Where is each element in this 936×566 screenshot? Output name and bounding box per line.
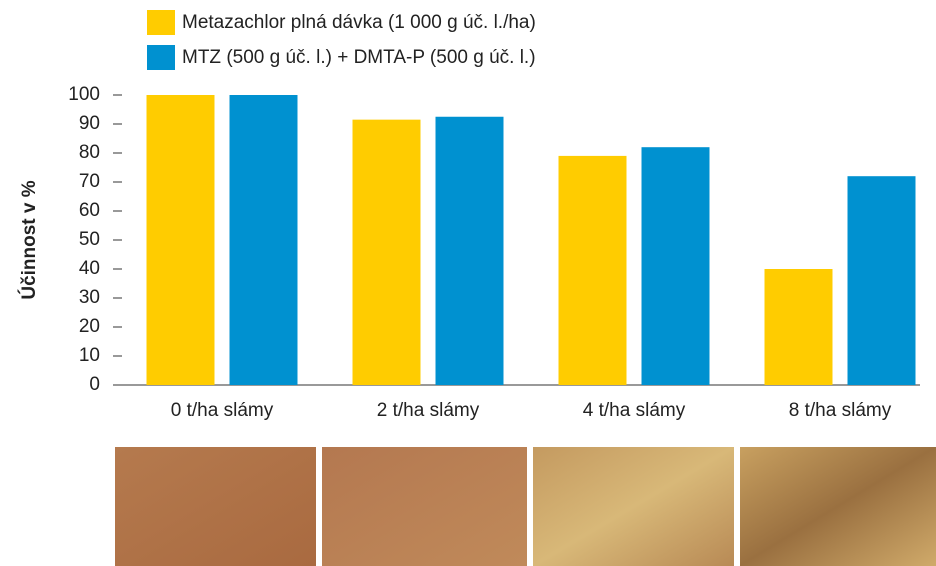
y-tick-label: 90	[79, 113, 100, 134]
y-axis-label: Účinnost v %	[18, 180, 40, 299]
y-tick-label: 10	[79, 345, 100, 366]
bar	[848, 176, 916, 385]
photo	[115, 447, 316, 566]
x-tick-label: 2 t/ha slámy	[377, 400, 480, 421]
legend-label: Metazachlor plná dávka (1 000 g úč. l./h…	[182, 12, 536, 33]
chart: Účinnost v % 0 10 20 30 40 50 60 70 80 90 100 Metaz…	[0, 0, 936, 566]
legend-label: MTZ (500 g úč. l.) + DMTA-P (500 g úč. l…	[182, 47, 536, 68]
y-tick-label: 50	[79, 229, 100, 250]
photo	[533, 447, 734, 566]
x-tick-label: 4 t/ha slámy	[583, 400, 686, 421]
bar	[559, 156, 627, 385]
y-tick-label: 70	[79, 171, 100, 192]
bar	[436, 117, 504, 385]
y-tick-label: 40	[79, 258, 100, 279]
bar	[353, 120, 421, 385]
photo	[322, 447, 527, 566]
y-tick-label: 20	[79, 316, 100, 337]
bar	[230, 95, 298, 385]
legend-swatch	[147, 45, 175, 70]
y-tick-label: 100	[68, 84, 100, 105]
x-tick-label: 8 t/ha slámy	[789, 400, 892, 421]
y-tick-label: 80	[79, 142, 100, 163]
bar	[765, 269, 833, 385]
y-tick-label: 30	[79, 287, 100, 308]
photo	[740, 447, 936, 566]
y-tick-label: 60	[79, 200, 100, 221]
legend-swatch	[147, 10, 175, 35]
x-tick-label: 0 t/ha slámy	[171, 400, 274, 421]
bar	[642, 147, 710, 385]
y-tick-label: 0	[89, 374, 100, 395]
bar	[147, 95, 215, 385]
